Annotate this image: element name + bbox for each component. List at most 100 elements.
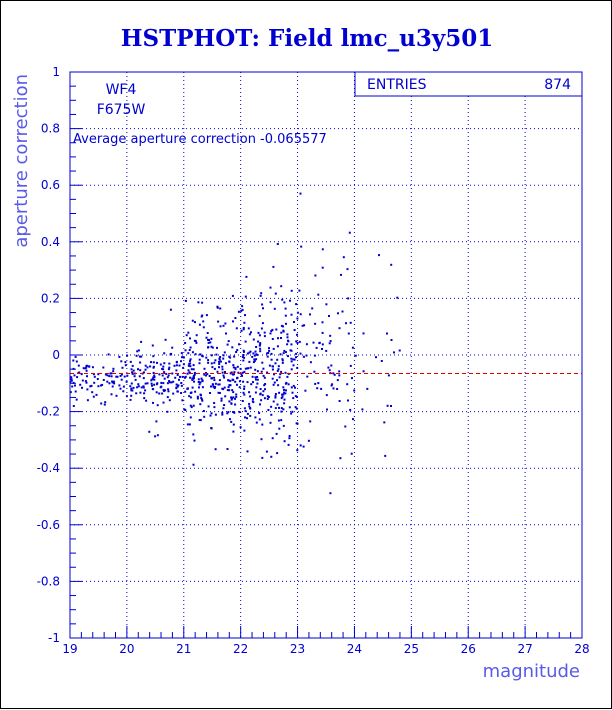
data-point <box>176 374 179 376</box>
data-point <box>280 407 283 410</box>
data-point <box>283 391 286 394</box>
data-point <box>241 308 244 311</box>
data-point <box>232 320 234 323</box>
data-point <box>155 391 158 394</box>
data-point <box>277 419 280 422</box>
data-point <box>261 322 264 325</box>
data-point <box>135 392 138 395</box>
data-point <box>189 392 192 394</box>
data-point <box>210 345 213 348</box>
data-point <box>207 359 210 362</box>
y-axis-title: aperture correction <box>11 74 32 248</box>
data-point <box>232 391 235 394</box>
data-point <box>136 350 139 353</box>
data-point <box>219 356 222 358</box>
data-point <box>260 292 263 295</box>
data-point <box>249 414 252 417</box>
data-point <box>267 409 270 411</box>
data-point <box>325 303 328 306</box>
data-point <box>139 369 142 372</box>
data-point <box>240 309 243 312</box>
data-point <box>223 376 226 379</box>
data-point <box>290 313 293 316</box>
data-point <box>387 374 390 377</box>
data-point <box>283 440 286 443</box>
data-point <box>241 371 244 374</box>
data-point <box>136 386 139 389</box>
data-point <box>92 373 95 376</box>
data-point <box>208 339 211 341</box>
x-tick-label: 25 <box>404 642 419 656</box>
data-point <box>210 362 213 365</box>
data-point <box>199 403 202 406</box>
data-point <box>241 356 244 358</box>
data-point <box>213 387 216 390</box>
data-point <box>152 361 155 364</box>
data-point <box>313 370 316 373</box>
data-point <box>232 364 235 367</box>
data-point <box>299 352 302 355</box>
data-point <box>72 381 75 384</box>
data-point <box>108 375 111 378</box>
data-point <box>81 386 83 389</box>
data-point <box>110 375 113 378</box>
data-point <box>176 385 179 388</box>
data-point <box>228 389 231 392</box>
data-point <box>142 377 145 380</box>
chip-label: WF4 <box>106 82 137 98</box>
data-point <box>173 364 176 367</box>
data-point <box>270 455 273 458</box>
data-point <box>120 378 123 381</box>
data-point <box>104 401 107 404</box>
data-point <box>144 368 147 371</box>
data-point <box>338 400 341 402</box>
data-point <box>210 412 213 415</box>
data-point <box>212 385 215 388</box>
data-point <box>280 331 283 334</box>
data-point <box>227 379 230 382</box>
data-point <box>262 367 265 370</box>
data-point <box>184 342 187 344</box>
data-point <box>362 370 365 373</box>
data-point <box>180 392 183 394</box>
data-point <box>284 382 287 385</box>
data-point <box>214 382 217 385</box>
data-point <box>250 331 252 334</box>
data-point <box>284 314 287 317</box>
data-point <box>189 376 192 379</box>
data-point <box>148 430 151 433</box>
data-point <box>202 320 205 323</box>
data-point <box>112 370 115 373</box>
data-point <box>221 371 224 374</box>
data-point <box>203 367 206 370</box>
data-point <box>317 293 320 296</box>
data-point <box>152 365 155 368</box>
data-point <box>251 398 254 400</box>
data-point <box>243 370 246 373</box>
data-point <box>390 339 393 341</box>
data-point <box>218 363 221 365</box>
data-point <box>278 427 281 430</box>
data-point <box>271 437 274 440</box>
data-point <box>270 413 273 416</box>
data-point <box>241 400 244 402</box>
data-point <box>276 379 278 382</box>
data-point <box>189 346 192 349</box>
data-point <box>200 397 203 400</box>
data-point <box>276 345 279 348</box>
data-point <box>144 389 147 392</box>
data-point <box>192 404 195 407</box>
data-point <box>347 399 349 402</box>
data-point <box>244 416 246 419</box>
data-point <box>189 359 191 362</box>
data-point <box>309 313 311 316</box>
data-point <box>236 383 238 386</box>
data-point <box>352 418 354 421</box>
data-point <box>232 423 235 426</box>
data-point <box>286 375 289 378</box>
data-point <box>255 386 258 389</box>
data-point <box>243 321 246 324</box>
data-point <box>238 343 240 346</box>
stats-entries-label: ENTRIES <box>367 77 427 93</box>
data-point <box>200 394 202 397</box>
